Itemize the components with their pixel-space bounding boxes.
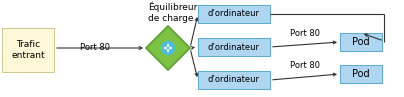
- FancyBboxPatch shape: [340, 33, 382, 51]
- Text: Pod: Pod: [352, 69, 370, 79]
- FancyBboxPatch shape: [198, 38, 270, 56]
- FancyBboxPatch shape: [340, 65, 382, 83]
- Text: Équilibreur
de charge: Équilibreur de charge: [148, 2, 198, 23]
- Text: d’ordinateur: d’ordinateur: [208, 10, 260, 19]
- Text: d’ordinateur: d’ordinateur: [208, 42, 260, 52]
- FancyBboxPatch shape: [198, 71, 270, 89]
- FancyBboxPatch shape: [2, 28, 54, 72]
- Text: Pod: Pod: [352, 37, 370, 47]
- Circle shape: [162, 41, 175, 55]
- Polygon shape: [146, 26, 190, 70]
- Text: Port 80: Port 80: [290, 29, 320, 38]
- Text: d’ordinateur: d’ordinateur: [208, 75, 260, 84]
- FancyBboxPatch shape: [198, 5, 270, 23]
- Text: Trafic
entrant: Trafic entrant: [11, 40, 45, 60]
- Text: Port 80: Port 80: [80, 43, 110, 52]
- Text: Port 80: Port 80: [290, 61, 320, 69]
